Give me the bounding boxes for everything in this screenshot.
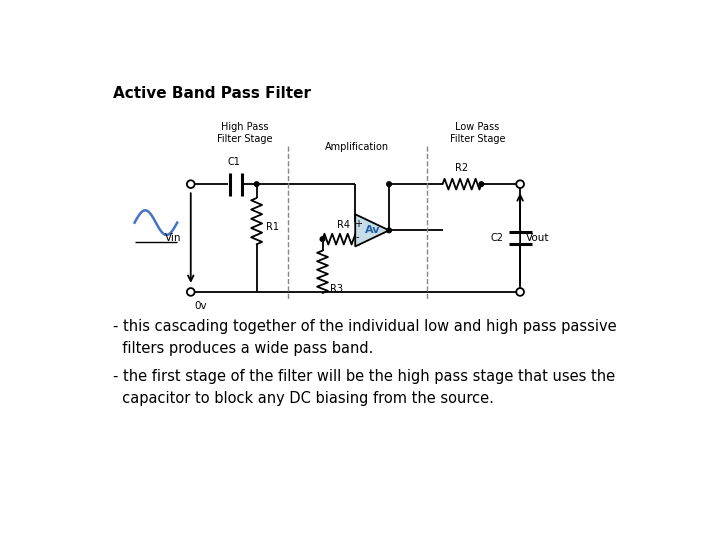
Text: -: - <box>356 232 359 242</box>
Text: - this cascading together of the individual low and high pass passive
  filters : - this cascading together of the individ… <box>113 319 617 356</box>
Text: High Pass
Filter Stage: High Pass Filter Stage <box>217 122 273 144</box>
Text: Av: Av <box>365 225 381 235</box>
Text: - the first stage of the filter will be the high pass stage that uses the
  capa: - the first stage of the filter will be … <box>113 369 616 406</box>
Text: Vin: Vin <box>165 233 181 243</box>
Circle shape <box>187 180 194 188</box>
Text: C1: C1 <box>228 157 240 167</box>
Text: Vout: Vout <box>526 233 550 243</box>
Circle shape <box>516 288 524 296</box>
Text: R4: R4 <box>337 220 351 230</box>
Circle shape <box>387 182 392 186</box>
Circle shape <box>516 180 524 188</box>
Circle shape <box>387 228 392 233</box>
Circle shape <box>254 182 259 186</box>
Text: Amplification: Amplification <box>325 142 390 152</box>
Text: C2: C2 <box>490 233 503 243</box>
Text: R1: R1 <box>266 221 279 232</box>
Text: R3: R3 <box>330 284 343 294</box>
Polygon shape <box>355 214 389 246</box>
Text: +: + <box>354 219 361 229</box>
Text: R2: R2 <box>456 164 469 173</box>
Circle shape <box>187 288 194 296</box>
Circle shape <box>320 237 325 241</box>
Circle shape <box>479 182 484 186</box>
Text: 0v: 0v <box>194 301 207 311</box>
Text: Low Pass
Filter Stage: Low Pass Filter Stage <box>450 122 505 144</box>
Text: Active Band Pass Filter: Active Band Pass Filter <box>113 86 311 102</box>
